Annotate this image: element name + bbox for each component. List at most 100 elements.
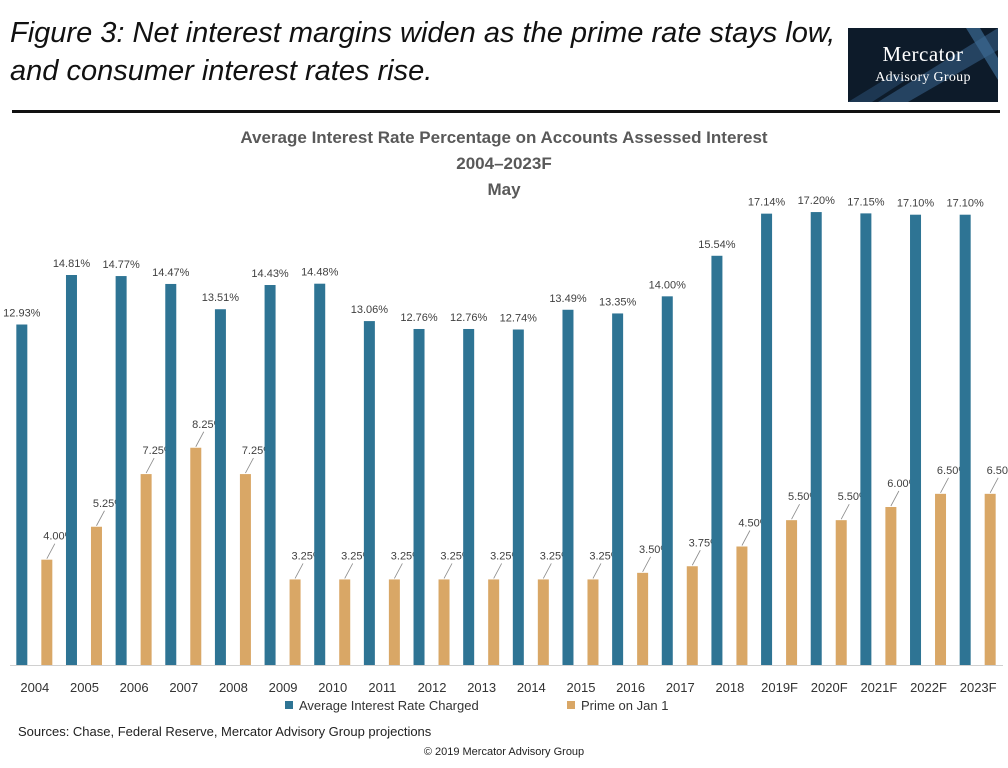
bar-prime-2009 <box>289 579 301 665</box>
bar-prime-2019F <box>786 520 798 665</box>
bar-average-rate-2010 <box>314 283 326 665</box>
bar-average-rate-2004 <box>16 324 28 665</box>
bar-prime-2007 <box>190 447 202 665</box>
leader-line-prime-2007 <box>195 431 205 447</box>
figure-title: Figure 3: Net interest margins widen as … <box>10 14 840 90</box>
bar-prime-2011 <box>388 579 400 665</box>
bar-average-rate-2020F <box>810 212 822 666</box>
bar-average-rate-2011 <box>363 321 375 665</box>
leader-line-prime-2011 <box>394 563 403 579</box>
data-label-average-rate-2019F: 17.14% <box>748 197 786 209</box>
data-label-average-rate-2017: 14.00% <box>649 279 687 291</box>
title-divider <box>12 110 1000 113</box>
data-label-average-rate-2004: 12.93% <box>3 308 41 320</box>
x-tick-label-2022F: 2022F <box>910 680 947 695</box>
data-label-average-rate-2008: 13.51% <box>202 292 240 304</box>
legend-label-average-rate: Average Interest Rate Charged <box>299 698 479 713</box>
data-label-average-rate-2023F: 17.10% <box>947 198 985 210</box>
x-tick-label-2014: 2014 <box>517 680 546 695</box>
x-tick-label-2017: 2017 <box>666 680 695 695</box>
bar-average-rate-2019F <box>761 213 773 665</box>
x-tick-label-2005: 2005 <box>70 680 99 695</box>
data-label-average-rate-2006: 14.77% <box>102 259 140 271</box>
bar-prime-2006 <box>140 474 152 665</box>
bar-prime-2020F <box>835 520 847 665</box>
bar-average-rate-2012 <box>413 328 425 665</box>
bar-average-rate-2005 <box>65 275 77 665</box>
bar-prime-2005 <box>90 526 102 665</box>
legend-swatch-prime <box>567 701 575 709</box>
data-label-average-rate-2012: 12.76% <box>400 312 438 324</box>
leader-line-prime-2021F <box>890 490 900 507</box>
bar-average-rate-2007 <box>165 283 177 665</box>
x-tick-label-2020F: 2020F <box>811 680 848 695</box>
leader-line-prime-2009 <box>294 563 304 579</box>
bar-prime-2018 <box>736 546 748 665</box>
figure-title-line-2: and consumer interest rates rise. <box>10 55 433 87</box>
bar-prime-2021F <box>885 507 897 665</box>
legend-item-average-rate: Average Interest Rate Charged <box>285 698 479 713</box>
data-label-average-rate-2018: 15.54% <box>698 239 736 251</box>
bar-average-rate-2015 <box>562 309 574 665</box>
leader-line-prime-2006 <box>145 457 155 474</box>
data-label-average-rate-2020F: 17.20% <box>798 195 836 207</box>
legend-item-prime: Prime on Jan 1 <box>567 698 668 713</box>
x-tick-label-2012: 2012 <box>418 680 447 695</box>
data-label-average-rate-2010: 14.48% <box>301 267 339 279</box>
leader-line-prime-2016 <box>642 556 651 573</box>
leader-line-prime-2019F <box>791 503 800 520</box>
leader-line-prime-2004 <box>46 543 56 559</box>
copyright-note: © 2019 Mercator Advisory Group <box>423 746 585 758</box>
leader-line-prime-2012 <box>443 563 453 579</box>
legend-label-prime: Prime on Jan 1 <box>581 698 669 713</box>
x-tick-label-2011: 2011 <box>368 680 396 695</box>
chart-subtitle-2: May <box>487 180 521 199</box>
mercator-logo: Mercator Advisory Group <box>848 28 998 102</box>
bar-average-rate-2016 <box>612 313 624 665</box>
x-tick-label-2006: 2006 <box>120 680 149 695</box>
x-tick-label-2016: 2016 <box>616 680 645 695</box>
x-tick-label-2009: 2009 <box>269 680 298 695</box>
data-label-average-rate-2013: 12.76% <box>450 312 488 324</box>
leader-line-prime-2005 <box>96 510 105 526</box>
bar-prime-2016 <box>637 572 649 665</box>
leader-line-prime-2013 <box>493 563 503 579</box>
chart-title: Average Interest Rate Percentage on Acco… <box>240 128 768 147</box>
data-label-average-rate-2005: 14.81% <box>53 258 91 270</box>
x-tick-label-2010: 2010 <box>318 680 347 695</box>
logo-line-1: Mercator <box>882 42 964 66</box>
leader-line-prime-2020F <box>840 503 850 520</box>
bar-prime-2008 <box>239 474 251 665</box>
x-tick-label-2021F: 2021F <box>860 680 897 695</box>
bar-prime-2012 <box>438 579 450 665</box>
bar-chart: 12.93%4.00%200414.81%5.25%200514.77%7.25… <box>3 195 1008 695</box>
bar-average-rate-2021F <box>860 213 872 665</box>
bar-average-rate-2023F <box>959 214 971 665</box>
bar-average-rate-2013 <box>463 328 475 665</box>
x-tick-label-2007: 2007 <box>169 680 198 695</box>
bar-prime-2015 <box>587 579 599 665</box>
leader-line-prime-2014 <box>542 563 552 579</box>
data-label-average-rate-2015: 13.49% <box>549 293 587 305</box>
bar-prime-2014 <box>537 579 549 665</box>
bar-prime-2023F <box>984 493 996 665</box>
leader-line-prime-2018 <box>741 530 751 546</box>
bar-average-rate-2006 <box>115 276 127 665</box>
bar-average-rate-2014 <box>512 329 524 665</box>
bar-average-rate-2022F <box>910 214 922 665</box>
leader-line-prime-2017 <box>691 550 701 566</box>
x-tick-label-2013: 2013 <box>467 680 496 695</box>
x-tick-label-2004: 2004 <box>20 680 49 695</box>
logo-x-mark-icon <box>848 28 998 102</box>
bar-average-rate-2009 <box>264 285 276 665</box>
leader-line-prime-2023F <box>989 477 999 494</box>
leader-line-prime-2008 <box>245 457 254 474</box>
bar-prime-2010 <box>339 579 351 665</box>
data-label-average-rate-2011: 13.06% <box>351 304 389 316</box>
data-label-average-rate-2016: 13.35% <box>599 296 637 308</box>
x-tick-label-2018: 2018 <box>715 680 744 695</box>
data-label-average-rate-2021F: 17.15% <box>847 196 885 208</box>
chart-legend: Average Interest Rate Charged Prime on J… <box>0 698 1008 716</box>
data-label-average-rate-2022F: 17.10% <box>897 198 935 210</box>
bar-average-rate-2018 <box>711 255 723 665</box>
